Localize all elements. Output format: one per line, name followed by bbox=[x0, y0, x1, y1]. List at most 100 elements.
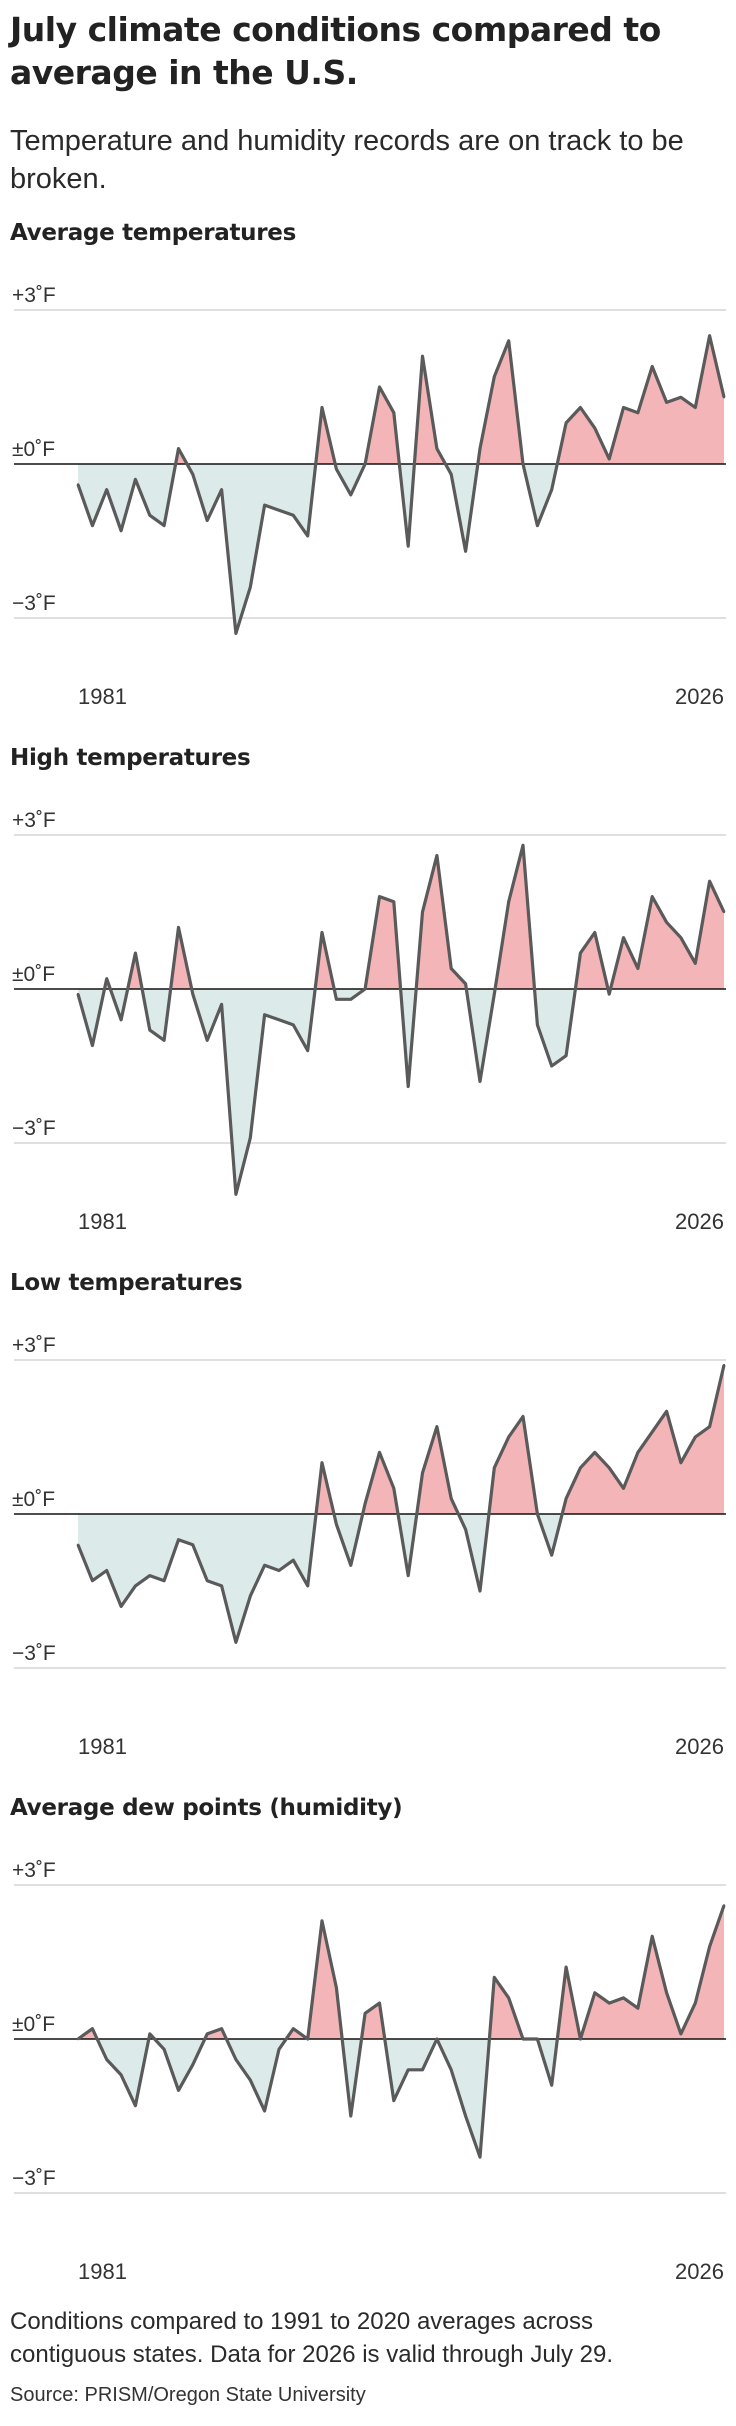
area-below-average bbox=[78, 464, 558, 634]
data-point-2008 bbox=[464, 982, 467, 986]
data-point-1991 bbox=[220, 1003, 223, 1006]
data-point-1981 bbox=[76, 1543, 80, 1546]
y-tick-label: −3˚F bbox=[12, 1117, 56, 1140]
data-point-2023 bbox=[679, 396, 683, 399]
y-tick-label: ±0˚F bbox=[12, 2013, 55, 2036]
data-point-2010 bbox=[493, 1976, 496, 1979]
data-point-2003 bbox=[392, 411, 395, 414]
data-point-1984 bbox=[119, 529, 123, 532]
data-point-1987 bbox=[162, 2048, 166, 2051]
data-point-2013 bbox=[536, 524, 539, 527]
data-point-2008 bbox=[464, 2114, 467, 2118]
y-tick-label: ±0˚F bbox=[12, 1488, 55, 1511]
y-tick-label: +3˚F bbox=[12, 1859, 56, 1882]
data-point-1981 bbox=[76, 483, 80, 486]
data-point-2022 bbox=[665, 1410, 668, 1413]
data-point-1992 bbox=[234, 1641, 238, 1644]
data-point-2023 bbox=[679, 936, 683, 939]
data-point-1985 bbox=[134, 1584, 137, 1588]
data-point-1997 bbox=[306, 534, 309, 538]
data-point-1999 bbox=[335, 998, 338, 1001]
data-point-1999 bbox=[335, 1986, 338, 1989]
data-point-2010 bbox=[493, 1466, 496, 1469]
data-point-1984 bbox=[119, 1605, 123, 1608]
data-point-2016 bbox=[579, 406, 582, 409]
x-end-label: 2026 bbox=[675, 684, 724, 709]
data-point-2004 bbox=[407, 1085, 410, 1088]
data-point-2013 bbox=[536, 2037, 539, 2041]
data-point-1997 bbox=[306, 1049, 309, 1052]
data-point-1982 bbox=[91, 1044, 94, 1047]
data-point-2007 bbox=[450, 967, 453, 970]
data-point-1988 bbox=[177, 2089, 180, 2092]
series-line bbox=[76, 1364, 726, 1644]
data-point-2002 bbox=[378, 895, 381, 898]
data-point-2018 bbox=[608, 457, 611, 461]
data-point-2009 bbox=[478, 1080, 482, 1083]
data-point-2001 bbox=[363, 987, 367, 991]
data-point-1983 bbox=[105, 977, 108, 980]
data-point-1994 bbox=[263, 2109, 266, 2113]
chart-svg: +3˚F ±0˚F −3˚F 1981 2026 bbox=[12, 284, 726, 709]
chart-title: Low temperatures bbox=[10, 1270, 243, 1296]
data-point-1998 bbox=[320, 1461, 324, 1464]
data-point-1987 bbox=[162, 1039, 166, 1042]
data-point-2012 bbox=[521, 2037, 525, 2041]
data-point-2021 bbox=[651, 365, 654, 368]
data-point-2000 bbox=[349, 998, 352, 1001]
data-point-2005 bbox=[421, 355, 424, 358]
data-point-2014 bbox=[550, 1553, 553, 1557]
data-point-1994 bbox=[263, 503, 266, 507]
x-start-label: 1981 bbox=[78, 684, 127, 709]
data-point-2002 bbox=[378, 2001, 381, 2005]
chart-svg: +3˚F ±0˚F −3˚F 1981 2026 bbox=[12, 809, 726, 1234]
data-point-1993 bbox=[249, 2078, 252, 2082]
series-line bbox=[76, 843, 726, 1196]
data-point-1992 bbox=[234, 2058, 238, 2061]
data-point-2002 bbox=[378, 1451, 381, 1454]
data-point-1989 bbox=[191, 473, 194, 476]
data-point-2017 bbox=[593, 426, 596, 430]
data-point-1991 bbox=[220, 488, 223, 491]
data-point-2025 bbox=[708, 1425, 711, 1428]
data-point-2021 bbox=[651, 1430, 654, 1434]
data-point-1991 bbox=[220, 2027, 223, 2030]
x-start-label: 1981 bbox=[78, 1734, 127, 1759]
series-line bbox=[77, 1904, 726, 2159]
data-point-2006 bbox=[435, 854, 439, 857]
data-point-1983 bbox=[105, 488, 108, 491]
data-point-2000 bbox=[349, 2114, 352, 2118]
area-below-average bbox=[78, 1514, 563, 1643]
data-point-1999 bbox=[335, 467, 338, 471]
y-tick-label: ±0˚F bbox=[12, 438, 55, 461]
data-point-2013 bbox=[536, 1023, 539, 1027]
data-point-1984 bbox=[119, 2073, 123, 2077]
data-point-1982 bbox=[91, 1579, 94, 1582]
y-tick-label: −3˚F bbox=[12, 2167, 56, 2190]
data-point-2000 bbox=[349, 1564, 352, 1567]
data-point-1986 bbox=[148, 2032, 151, 2036]
data-point-1992 bbox=[234, 632, 238, 635]
y-tick-label: +3˚F bbox=[12, 1334, 56, 1357]
data-point-2001 bbox=[363, 462, 367, 466]
data-point-1990 bbox=[206, 2032, 209, 2036]
data-point-2022 bbox=[665, 921, 668, 924]
data-point-2014 bbox=[550, 2084, 553, 2087]
data-point-2011 bbox=[507, 1435, 510, 1439]
data-point-2020 bbox=[636, 1451, 640, 1454]
data-point-1995 bbox=[277, 2048, 281, 2051]
source-note: Source: PRISM/Oregon State University bbox=[10, 2384, 366, 2406]
data-point-2009 bbox=[478, 1589, 482, 1593]
data-point-2016 bbox=[579, 1466, 582, 1469]
data-point-2011 bbox=[507, 1996, 510, 2000]
data-point-1983 bbox=[105, 2058, 108, 2061]
data-point-1993 bbox=[249, 1136, 252, 1140]
chart-svg: +3˚F ±0˚F −3˚F 1981 2026 bbox=[12, 1859, 726, 2284]
data-point-1994 bbox=[263, 1564, 266, 1567]
data-point-1993 bbox=[249, 586, 252, 589]
data-point-2020 bbox=[636, 411, 640, 414]
data-point-2012 bbox=[521, 462, 525, 466]
y-tick-label: −3˚F bbox=[12, 592, 56, 615]
data-point-2003 bbox=[392, 1487, 395, 1490]
data-point-2025 bbox=[708, 1945, 711, 1948]
